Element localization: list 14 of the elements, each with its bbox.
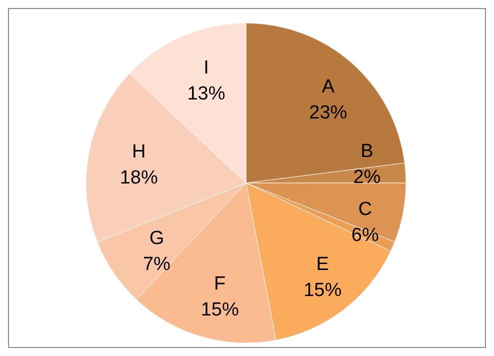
data-label: 15% <box>304 280 342 302</box>
slice-label: C <box>358 199 372 220</box>
data-label: 18% <box>120 167 158 188</box>
data-label: 23% <box>309 102 348 124</box>
slice-label: E <box>316 254 329 276</box>
slice-label: I <box>204 57 209 78</box>
slice-label: H <box>132 141 146 162</box>
data-label: 13% <box>187 83 226 104</box>
slice-label: G <box>149 228 164 249</box>
data-label: 15% <box>200 300 239 321</box>
slice-label: F <box>214 274 226 295</box>
data-label: 7% <box>142 254 171 275</box>
slice-label: B <box>360 141 374 162</box>
slice-label: A <box>322 76 335 98</box>
